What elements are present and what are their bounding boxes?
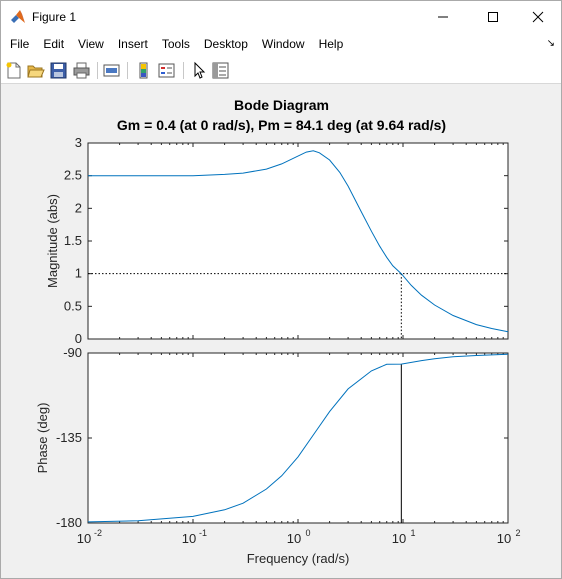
toolbar-separator <box>127 62 128 79</box>
minimize-button[interactable] <box>420 1 466 32</box>
x-tick-exponent: 0 <box>305 528 310 538</box>
menu-help[interactable]: Help <box>318 37 344 51</box>
menu-edit[interactable]: Edit <box>43 37 65 51</box>
link-plot-icon[interactable] <box>102 61 121 80</box>
window-title: Figure 1 <box>32 9 77 24</box>
close-icon <box>532 11 544 22</box>
x-tick-label: 10 <box>497 531 511 546</box>
x-tick-label: 10 <box>182 531 196 546</box>
property-inspector-icon[interactable] <box>211 61 230 80</box>
menu-file[interactable]: File <box>10 37 30 51</box>
close-button[interactable] <box>515 1 561 32</box>
x-tick-exponent: -2 <box>94 528 102 538</box>
open-file-icon[interactable] <box>26 61 45 80</box>
pointer-icon[interactable] <box>189 61 208 80</box>
magnitude-axes: 0 0.5 1 1.5 2 2.5 3 Magnitude (abs) <box>45 135 509 346</box>
dock-arrow-icon[interactable]: ↘ <box>546 38 555 49</box>
minimize-icon <box>438 16 448 17</box>
maximize-button[interactable] <box>470 1 516 32</box>
menu-view[interactable]: View <box>78 37 104 51</box>
y-tick-label: 0 <box>75 331 82 346</box>
plot-subtitle: Gm = 0.4 (at 0 rad/s), Pm = 84.1 deg (at… <box>116 117 447 133</box>
menu-window[interactable]: Window <box>261 37 305 51</box>
maximize-icon <box>488 11 498 22</box>
y-tick-label: -180 <box>56 515 82 530</box>
y-tick-label: -135 <box>56 430 82 445</box>
phase-axes: 10 -2 10 -1 10 0 10 1 10 2 -180-135-90 Phase (deg… <box>35 345 521 566</box>
menu-bar: File Edit View Insert Tools Desktop Wind… <box>1 32 561 57</box>
toolbar-separator <box>183 62 184 79</box>
colorbar-icon[interactable] <box>134 61 153 80</box>
y-tick-label: 1.5 <box>64 233 82 248</box>
phase-curve <box>87 353 509 523</box>
x-tick-exponent: 2 <box>515 528 520 538</box>
magnitude-plot-box <box>87 142 509 340</box>
y-tick-label: 0.5 <box>64 298 82 313</box>
toolbar <box>1 57 561 84</box>
magnitude-y-ticks: 0 0.5 1 1.5 2 2.5 3 <box>64 135 508 346</box>
phase-plot-box <box>87 352 509 524</box>
save-icon[interactable] <box>49 61 68 80</box>
frequency-x-label: Frequency (rad/s) <box>247 551 350 566</box>
y-tick-label: 2.5 <box>64 168 82 183</box>
x-tick-exponent: -1 <box>199 528 207 538</box>
menu-desktop[interactable]: Desktop <box>203 37 248 51</box>
y-tick-label: 3 <box>75 135 82 150</box>
y-tick-label: -90 <box>63 345 82 360</box>
toolbar-separator <box>97 62 98 79</box>
menu-tools[interactable]: Tools <box>161 37 190 51</box>
phase-y-ticks: -180 -135 -90 <box>56 345 508 530</box>
magnitude-x-ticks <box>87 143 509 339</box>
y-tick-label: 2 <box>75 200 82 215</box>
phase-x-ticks: 10 -2 10 -1 10 0 10 1 10 2 <box>77 353 521 546</box>
print-icon[interactable] <box>72 61 91 80</box>
phase-y-label: Phase (deg) <box>35 403 50 474</box>
menu-insert[interactable]: Insert <box>117 37 148 51</box>
matlab-logo-icon <box>11 9 25 23</box>
magnitude-curve <box>88 150 509 333</box>
x-tick-exponent: 1 <box>410 528 415 538</box>
figure-canvas: Bode Diagram Gm = 0.4 (at 0 rad/s), Pm =… <box>2 85 561 578</box>
title-bar: Figure 1 <box>1 1 561 32</box>
x-tick-label: 10 <box>77 531 91 546</box>
plot-title: Bode Diagram <box>234 97 329 113</box>
x-tick-label: 10 <box>392 531 406 546</box>
magnitude-y-label: Magnitude (abs) <box>45 194 60 288</box>
y-tick-label: 1 <box>75 266 82 281</box>
bode-plot[interactable]: 00.511.522.53 Magnitude (abs) 10 -2 10 -1 10… <box>2 85 561 578</box>
new-figure-icon[interactable] <box>4 61 23 80</box>
legend-icon[interactable] <box>157 61 176 80</box>
x-tick-label: 10 <box>287 531 301 546</box>
